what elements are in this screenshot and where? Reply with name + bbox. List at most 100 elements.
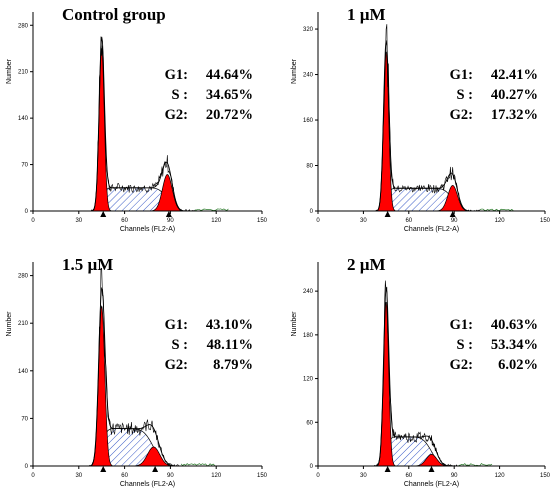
y-tick-label: 240 bbox=[303, 73, 314, 79]
phase-label: S : bbox=[171, 87, 188, 103]
x-tick-label: 60 bbox=[405, 473, 412, 479]
y-tick-label: 240 bbox=[303, 289, 314, 295]
phase-label: G1: bbox=[165, 67, 188, 83]
phase-value: 40.27% bbox=[491, 87, 538, 103]
y-tick-label: 140 bbox=[18, 369, 29, 375]
x-tick-label: 120 bbox=[495, 218, 506, 224]
phase-value: 48.11% bbox=[207, 337, 253, 353]
x-tick-label: 150 bbox=[540, 473, 550, 479]
x-tick-label: 150 bbox=[257, 473, 268, 479]
peak-marker bbox=[428, 466, 435, 472]
fit-envelope-line bbox=[89, 287, 182, 467]
y-tick-label: 80 bbox=[306, 164, 313, 170]
x-axis-title: Channels (FL2-A) bbox=[120, 226, 175, 233]
y-axis-title: Number bbox=[291, 311, 298, 337]
x-tick-label: 0 bbox=[31, 473, 35, 479]
phase-label: G1: bbox=[450, 67, 473, 83]
peak-marker bbox=[384, 466, 391, 472]
y-axis-title: Number bbox=[6, 58, 13, 84]
phase-label: G1: bbox=[450, 317, 473, 333]
y-tick-label: 60 bbox=[306, 420, 313, 426]
panel-title: 1 µM bbox=[347, 5, 386, 24]
x-tick-label: 30 bbox=[75, 473, 82, 479]
phase-label: G1: bbox=[165, 317, 188, 333]
y-tick-label: 70 bbox=[21, 163, 28, 169]
x-tick-label: 30 bbox=[75, 218, 82, 224]
x-tick-label: 90 bbox=[451, 218, 458, 224]
x-axis-title: Channels (FL2-A) bbox=[120, 481, 175, 488]
panel-title: 1.5 µM bbox=[62, 255, 113, 274]
phase-value: 53.34% bbox=[491, 337, 538, 353]
y-tick-label: 140 bbox=[18, 116, 29, 122]
y-tick-label: 280 bbox=[18, 274, 29, 280]
y-tick-label: 280 bbox=[18, 23, 29, 29]
debris-tail-line bbox=[479, 208, 514, 212]
x-tick-label: 150 bbox=[257, 218, 268, 224]
peak-marker bbox=[152, 466, 159, 472]
y-tick-label: 0 bbox=[25, 209, 29, 215]
x-tick-label: 60 bbox=[121, 218, 128, 224]
histogram-panel-4: 0 30 60 90 120 150 0 60 120 180 240 Channels (FL2-A… bbox=[291, 255, 550, 488]
x-tick-label: 30 bbox=[360, 218, 367, 224]
peak-marker bbox=[165, 211, 172, 217]
debris-tail-line bbox=[458, 463, 493, 466]
x-tick-label: 60 bbox=[405, 218, 412, 224]
x-tick-label: 120 bbox=[211, 218, 222, 224]
x-tick-label: 90 bbox=[167, 218, 174, 224]
peak-marker bbox=[449, 211, 456, 217]
x-axis-title: Channels (FL2-A) bbox=[404, 481, 459, 488]
g1-peak bbox=[88, 48, 115, 212]
y-tick-label: 210 bbox=[18, 321, 29, 327]
x-tick-label: 0 bbox=[316, 473, 320, 479]
phase-value: 34.65% bbox=[206, 87, 253, 103]
g1-peak bbox=[373, 51, 399, 212]
phase-label: G2: bbox=[165, 357, 188, 373]
x-axis-title: Channels (FL2-A) bbox=[404, 226, 459, 233]
y-tick-label: 70 bbox=[21, 416, 28, 422]
fit-envelope-line bbox=[89, 36, 195, 212]
panel-title: Control group bbox=[62, 5, 166, 24]
phase-label: S : bbox=[456, 87, 473, 103]
phase-value: 44.64% bbox=[206, 67, 253, 83]
histogram-panel-2: 0 30 60 90 120 150 0 80 160 240 320 Channels (FL2-A… bbox=[291, 5, 550, 233]
phase-value: 20.72% bbox=[206, 107, 253, 123]
fit-envelope-line bbox=[373, 40, 480, 212]
x-tick-label: 90 bbox=[451, 473, 458, 479]
phase-value: 8.79% bbox=[213, 357, 253, 373]
phase-label: S : bbox=[456, 337, 473, 353]
peak-marker bbox=[384, 211, 391, 217]
x-tick-label: 30 bbox=[360, 473, 367, 479]
x-tick-label: 120 bbox=[495, 473, 506, 479]
y-tick-label: 320 bbox=[303, 27, 314, 33]
x-tick-label: 0 bbox=[316, 218, 320, 224]
x-tick-label: 90 bbox=[167, 473, 174, 479]
fit-envelope-line bbox=[373, 287, 459, 467]
peak-marker bbox=[100, 211, 107, 217]
x-tick-label: 150 bbox=[540, 218, 550, 224]
x-tick-label: 0 bbox=[31, 218, 35, 224]
histogram-panel-1: 0 30 60 90 120 150 0 70 140 210 280 Channels (FL2-A… bbox=[6, 5, 268, 233]
phase-label: S : bbox=[171, 337, 188, 353]
y-axis-title: Number bbox=[291, 58, 298, 84]
y-tick-label: 120 bbox=[303, 377, 314, 383]
peak-marker bbox=[100, 466, 107, 472]
phase-value: 6.02% bbox=[498, 357, 538, 373]
phase-label: G2: bbox=[450, 357, 473, 373]
y-tick-label: 160 bbox=[303, 118, 314, 124]
phase-label: G2: bbox=[165, 107, 188, 123]
histogram-panel-3: 0 30 60 90 120 150 0 70 140 210 280 Channels (FL2-A… bbox=[6, 255, 268, 488]
y-tick-label: 210 bbox=[18, 70, 29, 76]
x-tick-label: 120 bbox=[211, 473, 222, 479]
y-tick-label: 180 bbox=[303, 333, 314, 339]
phase-value: 17.32% bbox=[491, 107, 538, 123]
debris-tail-line bbox=[194, 208, 229, 211]
y-tick-label: 0 bbox=[25, 464, 29, 470]
phase-label: G2: bbox=[450, 107, 473, 123]
y-tick-label: 0 bbox=[310, 209, 314, 215]
phase-value: 43.10% bbox=[206, 317, 253, 333]
debris-tail-line bbox=[180, 463, 215, 467]
panel-title: 2 µM bbox=[347, 255, 386, 274]
phase-value: 40.63% bbox=[491, 317, 538, 333]
